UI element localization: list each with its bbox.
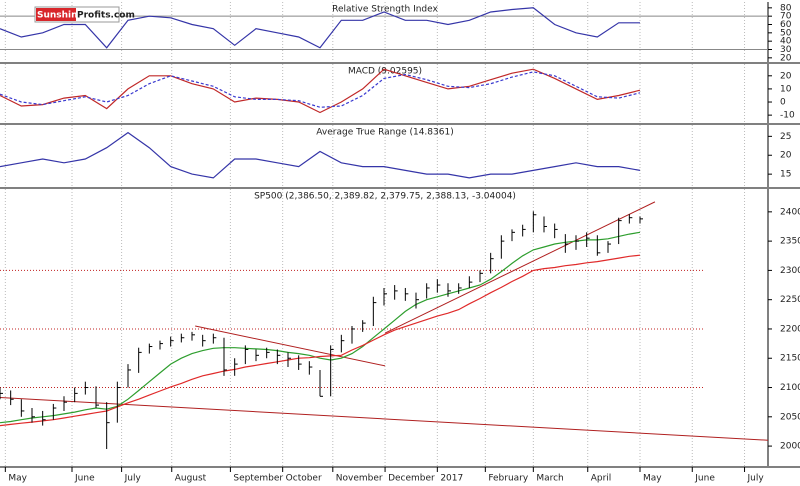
- y-tick-label: 30: [780, 45, 792, 55]
- y-tick-label: 2150: [780, 354, 800, 364]
- y-tick-label: 20: [780, 71, 792, 81]
- x-tick-label: September: [233, 474, 283, 484]
- logo-text: Profits.com: [77, 11, 135, 21]
- series-line: [0, 68, 641, 114]
- trend-line: [195, 325, 386, 367]
- y-tick-label: 10: [780, 84, 792, 94]
- y-tick-label: 2300: [780, 266, 800, 276]
- y-tick-label: 2000: [780, 442, 800, 452]
- x-tick-label: July: [124, 474, 142, 484]
- y-tick-label: 2350: [780, 237, 800, 247]
- y-tick-label: 15: [780, 170, 791, 180]
- y-tick-label: 60: [780, 20, 792, 30]
- logo-text: Sunshine: [37, 11, 84, 21]
- y-tick-label: -10: [780, 111, 795, 121]
- y-tick-label: 20: [780, 151, 792, 161]
- y-tick-label: 2050: [780, 412, 800, 422]
- trend-line: [0, 396, 769, 441]
- x-tick-label: November: [336, 474, 383, 484]
- panel-title: MACD (9.02595): [348, 67, 422, 77]
- x-tick-label: February: [488, 474, 529, 484]
- x-tick-label: December: [388, 474, 435, 484]
- y-tick-label: 40: [780, 37, 792, 47]
- y-tick-label: 80: [780, 3, 792, 13]
- trend-line: [384, 201, 656, 334]
- y-tick-label: 2200: [780, 324, 800, 334]
- logo: Sunshine Profits.com: [34, 6, 135, 23]
- logo-red: [36, 8, 76, 21]
- series-line: [0, 131, 641, 179]
- y-tick-label: 0: [780, 98, 786, 108]
- panel-title: Relative Strength Index: [332, 5, 438, 15]
- x-tick-label: April: [591, 474, 612, 484]
- x-tick-label: 2017: [440, 474, 463, 484]
- x-tick-label: July: [747, 474, 765, 484]
- y-tick-label: 2400: [780, 207, 800, 217]
- y-tick-label: 50: [780, 28, 792, 38]
- y-tick-label: 2100: [780, 383, 800, 393]
- x-tick-label: June: [694, 474, 715, 484]
- y-tick-label: 2250: [780, 295, 800, 305]
- y-tick-label: 25: [780, 132, 791, 142]
- y-tick-label: 20: [780, 53, 792, 63]
- x-tick-label: March: [536, 474, 563, 484]
- x-tick-label: August: [175, 474, 207, 484]
- x-tick-label: October: [286, 474, 322, 484]
- panel-title: SP500 (2,386.50, 2,389.82, 2,379.75, 2,3…: [254, 192, 516, 202]
- x-tick-label: May: [8, 474, 27, 484]
- x-tick-label: June: [74, 474, 95, 484]
- y-tick-label: 70: [780, 12, 792, 22]
- series-line: [0, 7, 640, 49]
- x-tick-label: May: [643, 474, 662, 484]
- panel-title: Average True Range (14.8361): [316, 128, 453, 138]
